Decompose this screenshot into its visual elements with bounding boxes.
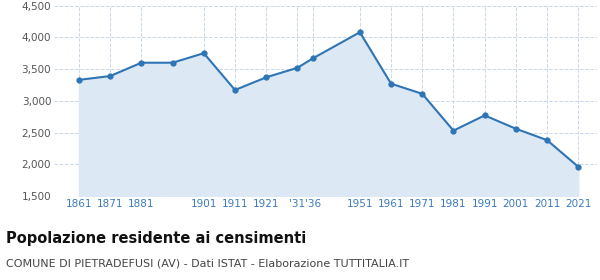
Text: Popolazione residente ai censimenti: Popolazione residente ai censimenti [6,231,306,246]
Text: COMUNE DI PIETRADEFUSI (AV) - Dati ISTAT - Elaborazione TUTTITALIA.IT: COMUNE DI PIETRADEFUSI (AV) - Dati ISTAT… [6,259,409,269]
